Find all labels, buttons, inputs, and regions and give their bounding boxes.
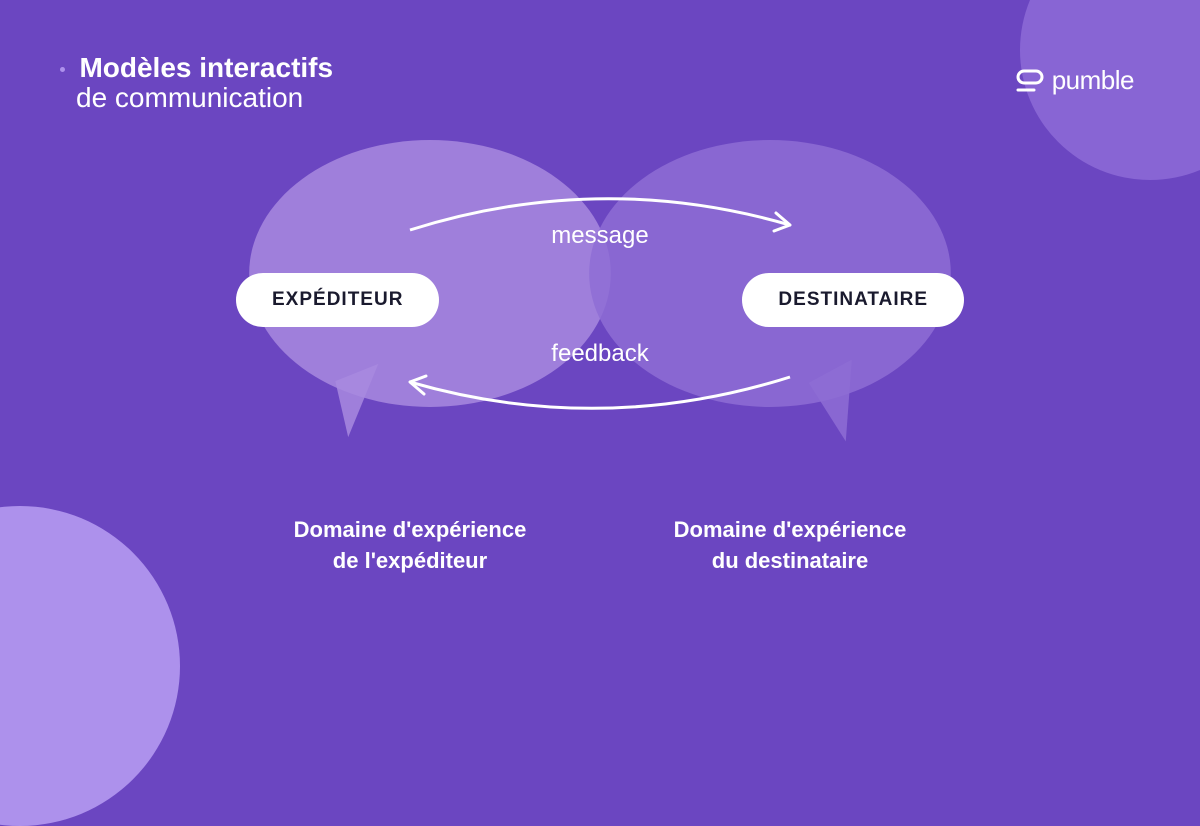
sender-domain-label: Domaine d'expérience de l'expéditeur: [280, 515, 540, 577]
sender-pill: EXPÉDITEUR: [236, 273, 439, 327]
corner-decoration-bottom-left: [0, 506, 180, 826]
feedback-arrow-icon: [390, 362, 810, 422]
pumble-icon: [1016, 67, 1044, 95]
header: Modèles interactifs de communication: [60, 52, 333, 114]
brand-logo: pumble: [1016, 65, 1134, 96]
receiver-pill: DESTINATAIRE: [742, 273, 964, 327]
message-arrow-icon: [390, 185, 810, 245]
brand-name: pumble: [1052, 65, 1134, 96]
title-light: de communication: [76, 82, 333, 114]
receiver-domain-label: Domaine d'expérience du destinataire: [660, 515, 920, 577]
communication-diagram: EXPÉDITEUR DESTINATAIRE message feedback…: [220, 140, 980, 640]
bullet-icon: [60, 67, 65, 72]
title-bold: Modèles interactifs: [79, 52, 333, 83]
